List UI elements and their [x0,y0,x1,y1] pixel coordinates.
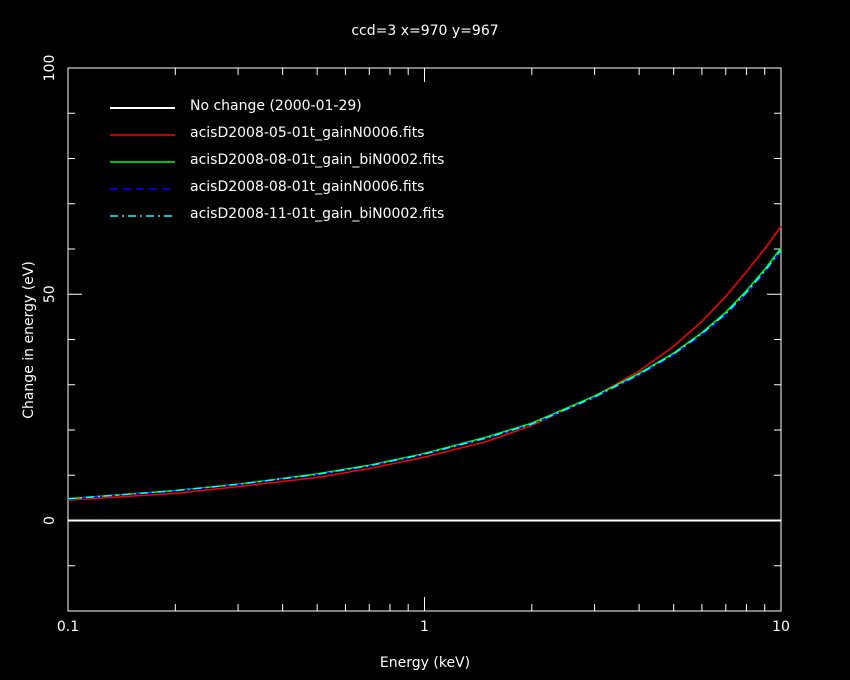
y-axis-label: Change in energy (eV) [21,261,37,419]
legend: No change (2000-01-29) acisD2008-05-01t_g… [110,98,444,222]
y-tick-label: 50 [42,285,58,303]
y-tick-label: 100 [42,55,58,82]
legend-label: No change (2000-01-29) [190,98,362,114]
x-axis-label: Energy (keV) [380,655,470,671]
series-line-2 [67,247,782,500]
plot-frame [67,67,782,612]
series-lines [67,225,782,522]
x-tick-label: 0.1 [57,619,79,635]
series-line-3 [67,250,782,500]
legend-label: acisD2008-08-01t_gainN0006.fits [190,179,424,195]
legend-label: acisD2008-08-01t_gain_biN0002.fits [190,152,444,168]
legend-label: acisD2008-11-01t_gain_biN0002.fits [190,206,444,222]
x-tick-label: 1 [420,619,429,635]
legend-label: acisD2008-05-01t_gainN0006.fits [190,125,424,141]
chart-title: ccd=3 x=970 y=967 [351,23,498,39]
y-tick-label: 0 [42,516,58,525]
x-tick-label: 10 [772,619,790,635]
series-line-4 [67,249,782,500]
series-line-1 [67,225,782,501]
axis-ticks [67,67,781,612]
